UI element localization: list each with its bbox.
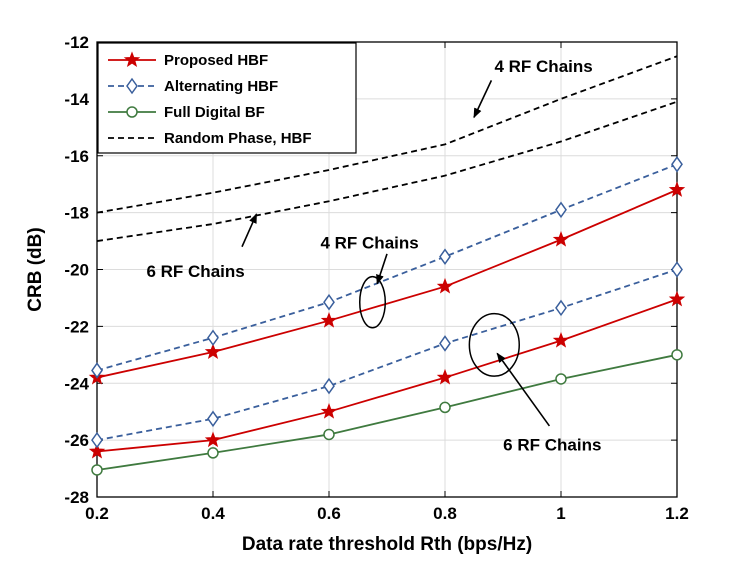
y-tick-label: -22 xyxy=(64,317,89,336)
annotation-arrow xyxy=(241,213,258,248)
annotations: 4 RF Chains 6 RF Chains 4 RF Chains 6 RF Ch… xyxy=(146,57,601,454)
legend-label: Alternating HBF xyxy=(164,78,278,95)
legend-entry: Full Digital BF xyxy=(108,104,265,121)
x-axis-label: Data rate threshold Rth (bps/Hz) xyxy=(242,534,532,555)
series-line xyxy=(96,353,678,471)
x-tick-label: 1.2 xyxy=(665,504,689,523)
annotation-text: 4 RF Chains xyxy=(494,57,592,76)
axis-ticks: 0.2 0.4 0.6 0.8 1 1.2 -28 -26 -24 -22 -20 -18 -16 -14… xyxy=(64,33,688,523)
y-tick-label: -24 xyxy=(64,374,89,393)
data-point-star xyxy=(436,277,454,294)
legend-box xyxy=(97,42,357,154)
data-point-diamond xyxy=(671,261,683,278)
legend-marker-star xyxy=(123,51,141,67)
data-point-star xyxy=(436,368,454,385)
annotation-text: 6 RF Chains xyxy=(503,435,601,454)
series-line xyxy=(96,163,678,372)
y-tick-label: -28 xyxy=(64,488,89,507)
data-point-star xyxy=(668,290,686,307)
legend-marker-diamond xyxy=(126,77,138,95)
data-point-diamond xyxy=(91,431,103,449)
data-point-star xyxy=(668,181,686,197)
annotation-arrow xyxy=(473,80,493,119)
y-tick-label: -14 xyxy=(64,90,89,109)
data-point-circle xyxy=(555,373,567,385)
legend-label: Random Phase, HBF xyxy=(164,130,312,147)
data-point-star xyxy=(552,230,570,247)
grid xyxy=(97,42,677,497)
y-tick-label: -16 xyxy=(64,147,89,166)
data-point-diamond xyxy=(207,410,219,428)
data-point-star xyxy=(320,312,338,328)
series-line xyxy=(96,298,678,453)
data-point-diamond xyxy=(323,377,335,395)
legend-label: Full Digital BF xyxy=(164,104,265,121)
data-point-star xyxy=(552,331,570,348)
data-point-circle xyxy=(323,428,335,441)
x-tick-label: 0.8 xyxy=(433,504,457,523)
series-line xyxy=(96,100,678,242)
series-line xyxy=(96,55,678,214)
legend-marker-circle xyxy=(126,106,138,118)
x-tick-label: 0.4 xyxy=(201,504,225,523)
annotation-text: 4 RF Chains xyxy=(320,233,418,252)
data-point-diamond xyxy=(91,362,103,379)
legend-entry: Random Phase, HBF xyxy=(108,130,312,147)
legend-entry: Alternating HBF xyxy=(108,77,278,95)
data-point-diamond xyxy=(207,329,219,347)
data-point-circle xyxy=(671,349,683,361)
series-alternating-hbf xyxy=(91,155,683,379)
data-series xyxy=(88,55,686,476)
y-tick-label: -26 xyxy=(64,431,89,450)
annotation-ellipse xyxy=(358,275,387,329)
data-point-diamond xyxy=(671,155,683,173)
series-proposed-hbf xyxy=(88,290,686,459)
x-tick-label: 0.2 xyxy=(85,504,109,523)
annotation-arrow xyxy=(496,352,551,427)
data-point-star xyxy=(204,431,222,448)
data-point-star xyxy=(320,403,338,419)
data-point-circle xyxy=(439,401,451,414)
legend: Proposed HBF Alternating HBF Full Digital … xyxy=(97,42,357,154)
data-point-circle xyxy=(91,464,103,476)
data-point-diamond xyxy=(439,335,451,352)
data-point-diamond xyxy=(555,201,567,219)
x-tick-label: 1 xyxy=(556,504,565,523)
series-line xyxy=(96,268,678,442)
data-point-star xyxy=(204,343,222,359)
data-point-diamond xyxy=(439,248,451,265)
series-random-phase-hbf xyxy=(96,100,678,242)
series-full-digital-bf xyxy=(91,349,683,476)
y-tick-label: -18 xyxy=(64,204,89,223)
series-line xyxy=(96,189,678,379)
data-point-diamond xyxy=(323,293,335,311)
data-point-diamond xyxy=(555,299,567,317)
annotation-arrow xyxy=(376,253,388,285)
series-random-phase-hbf xyxy=(96,55,678,214)
annotation-text: 6 RF Chains xyxy=(146,262,244,281)
y-tick-label: -12 xyxy=(64,33,89,52)
data-point-circle xyxy=(207,447,219,459)
y-axis-label: CRB (dB) xyxy=(25,227,46,311)
y-tick-label: -20 xyxy=(64,261,89,280)
legend-entry: Proposed HBF xyxy=(108,51,268,69)
legend-label: Proposed HBF xyxy=(164,52,268,69)
annotation-ellipse xyxy=(468,312,520,377)
series-alternating-hbf xyxy=(91,261,683,449)
x-tick-label: 0.6 xyxy=(317,504,341,523)
data-point-star xyxy=(88,442,106,459)
